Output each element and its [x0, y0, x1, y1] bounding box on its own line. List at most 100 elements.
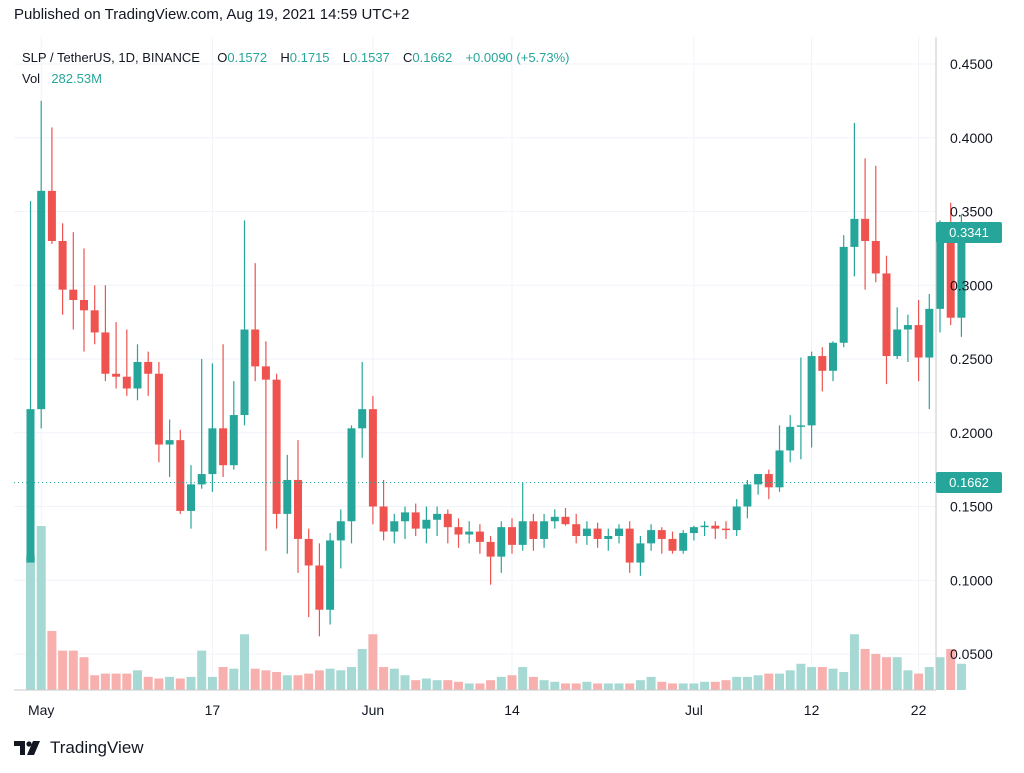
volume-bar — [314, 670, 324, 690]
volume-bar — [882, 657, 891, 690]
candle-body — [582, 528, 591, 536]
y-tick-label: 0.0500 — [950, 646, 993, 662]
volume-bar — [443, 680, 453, 690]
volume-bar — [357, 649, 367, 690]
candle-body — [80, 300, 88, 311]
legend-high: 0.1715 — [289, 50, 330, 65]
volume-bar — [828, 668, 838, 690]
candle-body — [550, 516, 559, 522]
y-tick-label: 0.2000 — [950, 425, 993, 441]
volume-bar — [817, 667, 827, 690]
candle-body — [861, 218, 870, 241]
legend-close: 0.1662 — [412, 50, 453, 65]
candle-body — [154, 373, 163, 445]
y-tick-label: 0.3500 — [950, 204, 993, 220]
volume-bar — [133, 670, 142, 690]
candle-body — [197, 474, 206, 485]
candle-body — [561, 516, 570, 525]
volume-bar — [924, 667, 934, 690]
candle-body — [304, 538, 313, 566]
y-tick-label: 0.4000 — [950, 130, 993, 146]
volume-bar — [603, 683, 613, 690]
candle-body — [336, 521, 345, 541]
volume-bar — [700, 681, 710, 690]
candle-body — [315, 565, 324, 610]
candle-body — [957, 232, 966, 318]
volume-bar — [956, 663, 966, 690]
legend-change: +0.0090 (+5.73%) — [465, 50, 570, 65]
volume-bar — [561, 683, 570, 690]
candle-body — [925, 308, 934, 358]
candle-body — [240, 329, 249, 416]
candle-body — [572, 524, 581, 536]
volume-bar — [282, 675, 292, 690]
legend-low: 0.1537 — [350, 50, 390, 65]
candle-body — [251, 329, 260, 367]
volume-bar — [839, 671, 849, 690]
volume-bar — [411, 680, 421, 690]
legend-volume: Vol 282.53M — [22, 71, 102, 86]
volume-bar — [871, 653, 881, 690]
volume-bar — [721, 680, 731, 690]
volume-bar — [389, 668, 399, 690]
legend-open: 0.1572 — [227, 50, 268, 65]
volume-bar — [914, 673, 924, 690]
candle-body — [914, 325, 923, 358]
volume-bar — [764, 673, 774, 690]
legend-high-label: H — [280, 50, 290, 65]
candle-body — [261, 366, 270, 380]
y-tick-label: 0.3000 — [950, 277, 993, 293]
candle-body — [743, 484, 752, 507]
candle-body — [112, 373, 121, 377]
candle-body — [401, 512, 409, 522]
candle-body — [893, 329, 902, 357]
y-tick-label: 0.2500 — [950, 351, 993, 367]
volume-bar — [165, 676, 175, 690]
volume-bar — [336, 670, 346, 690]
candle-body — [294, 479, 302, 539]
candle-body — [465, 531, 474, 535]
candle-body — [187, 484, 195, 511]
candle-body — [229, 415, 238, 466]
candles — [26, 100, 966, 637]
legend-ohlc: SLP / TetherUS, 1D, BINANCE O0.1572 H0.1… — [22, 50, 570, 65]
candle-body — [508, 527, 516, 545]
volume-bar — [58, 650, 68, 690]
candle-body — [208, 428, 217, 475]
volume-bar — [186, 676, 196, 690]
volume-bar — [710, 681, 720, 690]
volume-bar — [464, 683, 474, 690]
time-axis: May 17 Jun 14 Jul 12 22 — [28, 702, 927, 718]
legend-vol-label: Vol — [22, 71, 41, 86]
volume-bar — [807, 667, 817, 690]
tradingview-logo[interactable]: TradingView — [14, 738, 144, 758]
candle-body — [122, 376, 131, 389]
volume-bar — [36, 526, 46, 690]
candle-body — [786, 426, 795, 451]
x-tick-label: 22 — [911, 702, 927, 718]
candle-body — [454, 527, 463, 535]
candle-body — [882, 273, 891, 357]
volume-bar — [325, 668, 335, 690]
volume-bar — [26, 555, 35, 690]
volume-bar — [79, 657, 89, 690]
volume-bar — [689, 683, 699, 690]
grid-lines — [14, 37, 936, 690]
volume-bar — [775, 673, 784, 690]
x-tick-label: 17 — [205, 702, 221, 718]
candle-body — [850, 218, 859, 247]
candle-body — [796, 425, 805, 427]
candle-body — [165, 440, 174, 445]
candle-body — [37, 190, 46, 410]
candle-body — [764, 474, 773, 488]
volume-bar — [593, 683, 603, 690]
candle-body — [636, 543, 645, 563]
volume-bar — [304, 673, 314, 690]
candle-body — [58, 241, 67, 290]
volume-bar — [903, 670, 913, 690]
last-price-tag: 0.3341 — [936, 221, 1002, 243]
candle-body — [90, 310, 99, 333]
volume-bar — [47, 630, 57, 690]
candle-body — [647, 530, 656, 544]
